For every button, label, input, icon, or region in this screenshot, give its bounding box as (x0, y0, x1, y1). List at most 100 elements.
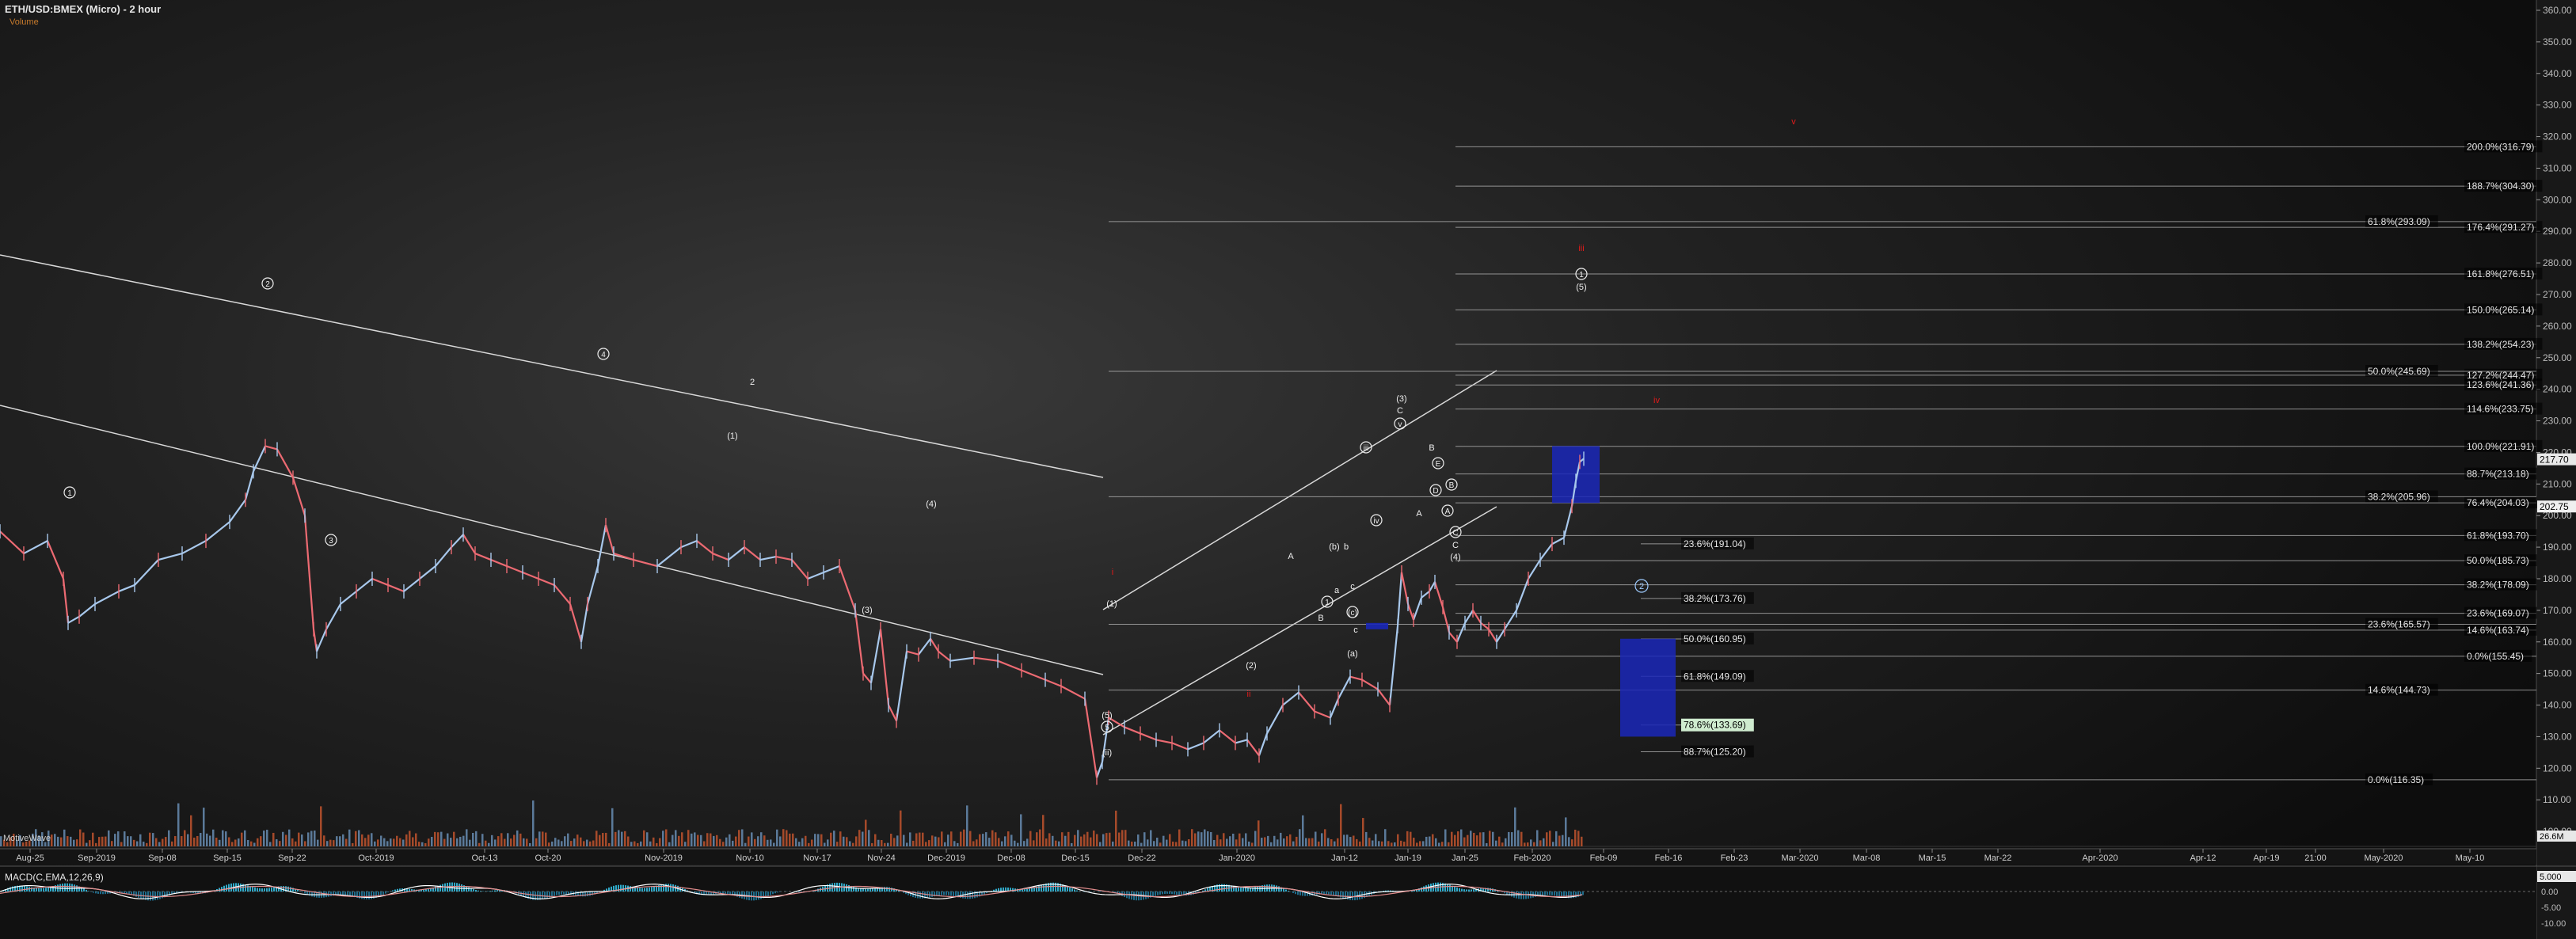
macd-histogram-bar (36, 888, 37, 891)
macd-histogram-bar (352, 891, 353, 897)
volume-bar (1090, 837, 1092, 846)
volume-bar (231, 842, 234, 846)
macd-histogram-bar (1083, 891, 1085, 892)
macd-histogram-bar (437, 885, 439, 891)
macd-histogram-bar (1219, 884, 1220, 891)
macd-histogram-bar (858, 888, 859, 891)
volume-bar (348, 829, 351, 846)
fib-label-bg (2365, 490, 2438, 503)
volume-bar (871, 842, 873, 846)
macd-histogram-bar (1487, 888, 1489, 891)
macd-histogram-bar (713, 891, 714, 895)
time-axis-label: May-10 (2456, 853, 2485, 863)
price-segment (930, 638, 939, 652)
price-segment (1203, 729, 1220, 744)
volume-bar (925, 842, 927, 846)
macd-histogram-bar (409, 888, 410, 891)
macd-histogram-bar (31, 887, 32, 891)
macd-histogram-bar (1335, 891, 1337, 896)
volume-bar (1121, 830, 1124, 846)
macd-histogram-bar (725, 891, 726, 894)
macd-histogram-bar (1456, 887, 1458, 891)
volume-bar (760, 832, 763, 846)
volume-bar (824, 842, 826, 846)
fib-level-label: 188.7%(304.30) (2467, 181, 2534, 192)
price-axis-label: 250.00 (2543, 352, 2572, 363)
macd-histogram-bar (618, 884, 619, 891)
volume-bar (127, 836, 129, 846)
macd-histogram-bar (1183, 891, 1185, 896)
macd-histogram-bar (1318, 891, 1320, 895)
fib-level-label: 61.8%(293.09) (2368, 216, 2430, 227)
macd-histogram-bar (1525, 891, 1527, 899)
price-segment (604, 524, 615, 554)
macd-histogram-bar (176, 891, 177, 893)
price-segment (1496, 629, 1505, 643)
volume-bar (1226, 838, 1228, 846)
price-segment (554, 584, 571, 605)
volume-bar (725, 837, 728, 846)
volume-bar (22, 842, 25, 846)
wave-label: (1) (1106, 599, 1117, 609)
volume-bar (1267, 835, 1269, 846)
macd-histogram-bar (753, 891, 755, 901)
macd-histogram-bar (259, 888, 261, 891)
macd-histogram-bar (622, 884, 624, 891)
macd-histogram-bar (378, 891, 379, 897)
volume-bar (1223, 833, 1225, 846)
volume-bar (1289, 834, 1292, 846)
macd-histogram-bar (646, 888, 648, 891)
volume-bar (494, 839, 497, 846)
macd-histogram-bar (979, 891, 980, 897)
volume-bar (900, 810, 902, 846)
macd-histogram-bar (587, 891, 588, 897)
volume-bar (855, 836, 858, 846)
macd-histogram-bar (967, 891, 968, 899)
macd-histogram-bar (242, 884, 244, 891)
volume-bar (529, 842, 531, 846)
volume-bar (1033, 840, 1035, 846)
volume-bar (29, 840, 31, 846)
volume-bar (215, 837, 218, 846)
wave-label: a (1334, 586, 1340, 595)
price-segment (1140, 732, 1157, 741)
macd-histogram-bar (1117, 891, 1118, 895)
macd-histogram-bar (124, 891, 125, 893)
price-axis-label: 330.00 (2543, 100, 2572, 111)
volume-bar (877, 839, 880, 846)
volume-bar (767, 839, 769, 846)
price-segment (1562, 505, 1573, 538)
volume-bar (456, 838, 459, 846)
volume-bar (931, 835, 934, 846)
price-segment (1219, 729, 1236, 744)
macd-histogram-bar (93, 891, 94, 893)
fib-level-label: 150.0%(265.14) (2467, 304, 2534, 315)
price-segment (181, 540, 207, 555)
volume-bar (1169, 834, 1171, 846)
volume-bar (1406, 831, 1409, 846)
volume-bar (1020, 814, 1022, 846)
fib-level-label: 138.2%(254.23) (2467, 339, 2534, 350)
volume-bar (1077, 830, 1079, 846)
volume-bar (105, 836, 107, 846)
macd-histogram-bar (834, 883, 835, 891)
wave-label: (1) (727, 431, 737, 441)
volume-bar (51, 834, 53, 846)
macd-histogram-bar (166, 891, 168, 897)
macd-histogram-bar (1471, 889, 1472, 891)
volume-bar (212, 829, 215, 846)
price-segment (1124, 726, 1141, 735)
volume-bar (133, 839, 135, 846)
volume-bar (814, 834, 816, 846)
macd-histogram-bar (1242, 888, 1244, 891)
macd-histogram-bar (420, 890, 422, 891)
price-axis-label: 360.00 (2543, 5, 2572, 16)
volume-bar (396, 835, 398, 846)
volume-bar (551, 841, 554, 846)
macd-histogram-bar (796, 891, 797, 892)
volume-bar (1086, 831, 1089, 846)
fib-level-label: 50.0%(185.73) (2467, 555, 2529, 566)
macd-histogram-bar (1057, 883, 1059, 891)
wave-label: (5) (1102, 711, 1112, 720)
